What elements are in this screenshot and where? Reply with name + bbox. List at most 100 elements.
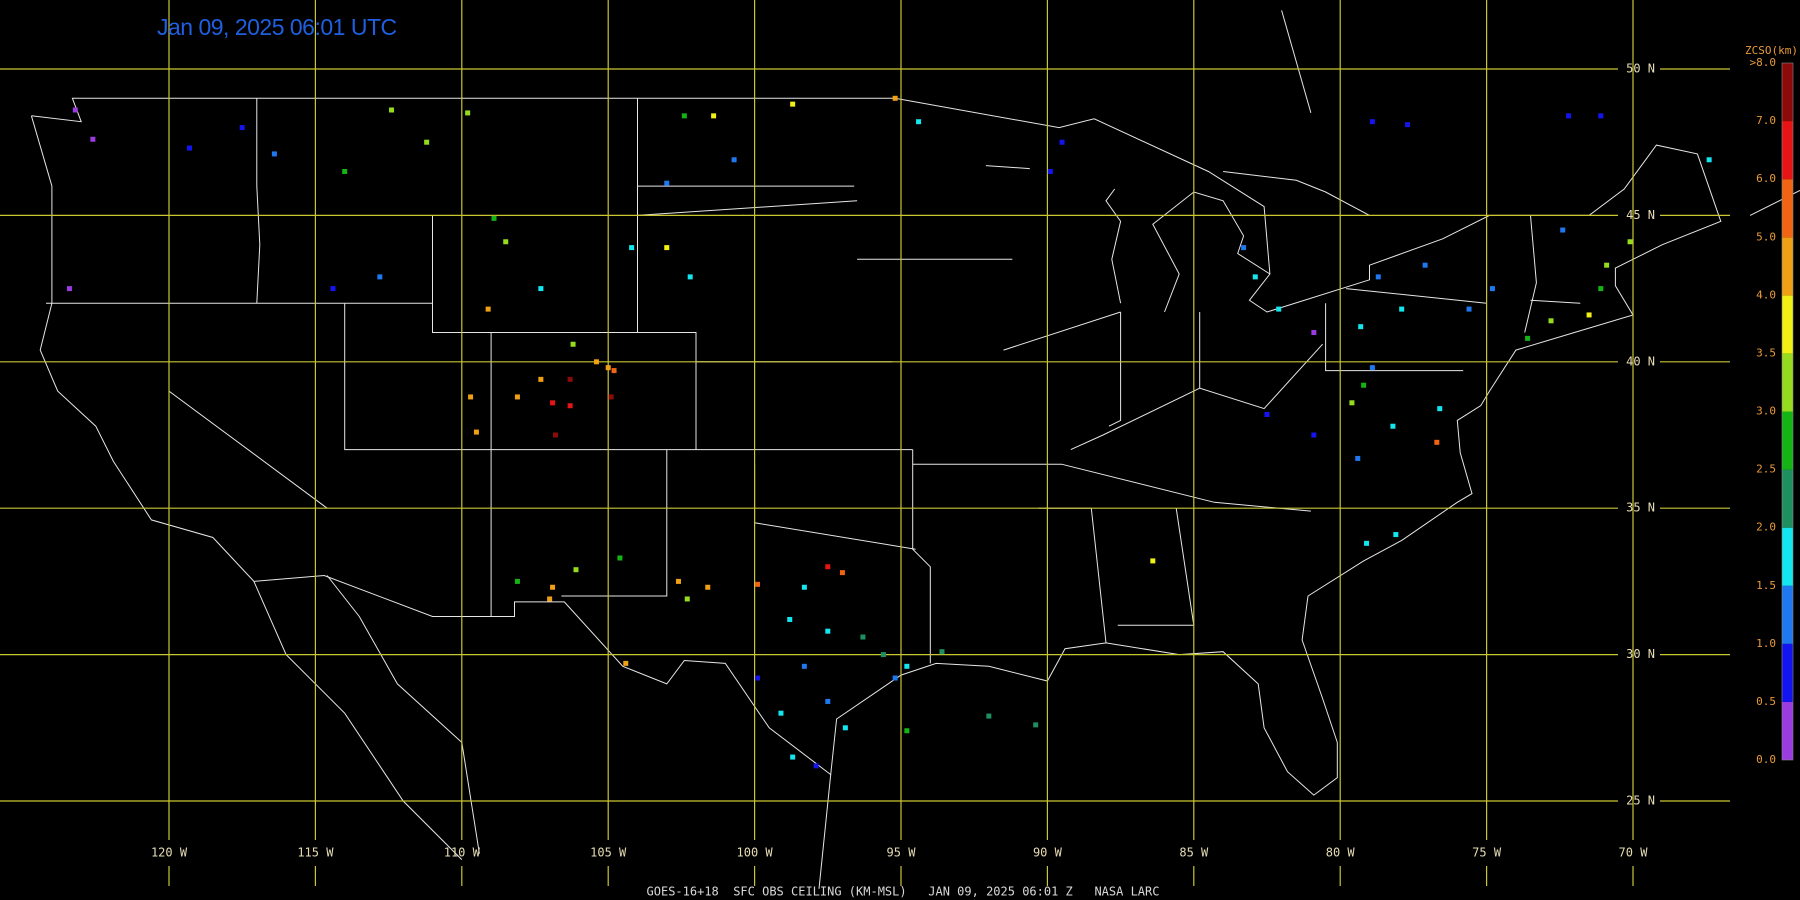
lon-label: 70 W <box>1619 846 1649 860</box>
station <box>664 180 670 186</box>
station <box>608 394 614 400</box>
colorbar-bin <box>1782 179 1793 238</box>
boundary-line <box>1003 311 1121 351</box>
station <box>611 368 617 374</box>
station <box>1548 318 1554 324</box>
colorbar-label: 2.5 <box>1756 463 1776 476</box>
boundary-line <box>1749 189 1800 216</box>
boundary-line <box>326 575 480 854</box>
station <box>684 596 690 602</box>
station <box>547 596 553 602</box>
station <box>271 151 277 157</box>
station <box>790 754 796 760</box>
station <box>1422 262 1428 268</box>
graticule: 120 W 115 W 110 W 105 W 100 W 95 W 90 W 85 W 80 … <box>0 0 1730 886</box>
station <box>778 710 784 716</box>
colorbar-label: 1.0 <box>1756 637 1776 650</box>
station <box>1311 330 1317 336</box>
station <box>485 306 491 312</box>
station <box>465 110 471 116</box>
colorbar-bin <box>1782 469 1793 528</box>
boundary-line <box>253 581 463 860</box>
boundary-line <box>1152 191 1271 313</box>
colorbar-label: 3.0 <box>1756 405 1776 418</box>
station <box>755 581 761 587</box>
station <box>681 113 687 119</box>
station <box>904 663 910 669</box>
station <box>514 394 520 400</box>
station <box>825 698 831 704</box>
lat-label: 30 N <box>1626 647 1655 661</box>
lat-label: 25 N <box>1626 794 1655 808</box>
boundary-line <box>985 165 1030 170</box>
lon-label: 95 W <box>887 846 917 860</box>
station <box>1560 227 1566 233</box>
colorbar-bin <box>1782 701 1793 760</box>
station <box>787 616 793 622</box>
lat-label: 35 N <box>1626 501 1655 515</box>
station <box>1434 439 1440 445</box>
station <box>1047 168 1053 174</box>
station <box>1264 412 1270 418</box>
station <box>468 394 474 400</box>
station <box>1241 245 1247 251</box>
lon-label: 100 W <box>737 846 774 860</box>
boundary-line <box>912 449 931 664</box>
station <box>573 567 579 573</box>
station <box>538 376 544 382</box>
station <box>377 274 383 280</box>
lat-label: 50 N <box>1626 62 1655 76</box>
station <box>904 728 910 734</box>
station <box>801 663 807 669</box>
station <box>801 584 807 590</box>
station <box>825 564 831 570</box>
lon-label: 85 W <box>1179 846 1209 860</box>
station <box>1525 335 1531 341</box>
station <box>687 274 693 280</box>
station <box>1358 324 1364 330</box>
boundary-line <box>818 774 832 889</box>
colorbar-label: 7.0 <box>1756 114 1776 127</box>
station <box>552 432 558 438</box>
station <box>731 157 737 163</box>
station <box>491 215 497 221</box>
colorbar-label: 0.0 <box>1756 753 1776 766</box>
colorbar-label: 6.0 <box>1756 172 1776 185</box>
colorbar-bin <box>1782 121 1793 180</box>
station <box>675 578 681 584</box>
lon-label: 90 W <box>1033 846 1063 860</box>
lon-label: 120 W <box>151 846 188 860</box>
station <box>1369 119 1375 125</box>
station <box>842 725 848 731</box>
colorbar-title: ZCSO(km) <box>1745 44 1798 57</box>
station <box>1059 139 1065 145</box>
lon-label: 110 W <box>444 846 481 860</box>
station <box>330 286 336 292</box>
station <box>880 652 886 658</box>
station <box>567 403 573 409</box>
station <box>839 570 845 576</box>
station <box>629 245 635 251</box>
colorbar-bin <box>1782 643 1793 702</box>
station <box>1375 274 1381 280</box>
colorbar-bin <box>1782 411 1793 470</box>
stations <box>66 95 1712 769</box>
station <box>1349 400 1355 406</box>
boundary-line <box>1105 188 1122 304</box>
boundary-line <box>1223 171 1370 216</box>
boundary-line <box>1325 303 1464 372</box>
station <box>617 555 623 561</box>
station <box>1252 274 1258 280</box>
colorbar-label: 4.0 <box>1756 288 1776 301</box>
station <box>986 713 992 719</box>
boundary-line <box>561 449 668 597</box>
footer: GOES-16+18 SFC OBS CEILING (KM-MSL) JAN … <box>647 885 1160 899</box>
station <box>1276 306 1282 312</box>
station <box>916 119 922 125</box>
colorbar-bin <box>1782 527 1793 586</box>
station <box>939 649 945 655</box>
station <box>1033 722 1039 728</box>
lon-label: 80 W <box>1326 846 1356 860</box>
